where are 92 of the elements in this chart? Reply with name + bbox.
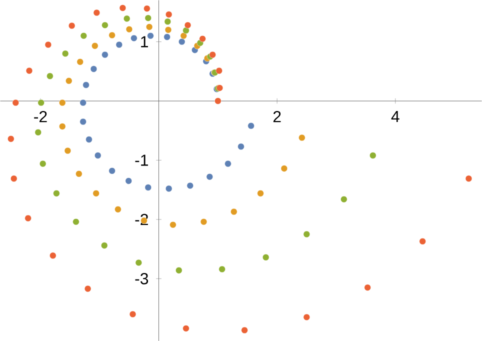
point <box>93 9 100 16</box>
point <box>64 147 72 154</box>
point <box>59 123 66 130</box>
point <box>340 196 348 203</box>
point <box>34 128 42 136</box>
point <box>84 285 92 292</box>
point <box>180 32 187 40</box>
point <box>114 206 122 213</box>
point <box>92 190 100 197</box>
point <box>230 208 238 216</box>
point <box>257 190 264 197</box>
point <box>419 238 426 245</box>
point <box>224 160 232 168</box>
point <box>303 314 310 320</box>
point <box>209 51 216 58</box>
point <box>166 185 172 192</box>
point <box>214 98 222 104</box>
point <box>125 178 132 184</box>
point <box>40 160 46 168</box>
point <box>10 175 18 182</box>
point <box>129 310 136 318</box>
point <box>12 99 19 106</box>
y-tick-label: -1 <box>135 154 148 166</box>
point <box>262 254 270 261</box>
point <box>68 22 76 29</box>
point <box>102 22 108 28</box>
point <box>24 214 32 222</box>
point <box>72 218 80 226</box>
point <box>135 259 142 266</box>
point <box>298 134 306 141</box>
point <box>465 175 472 182</box>
point <box>102 51 108 58</box>
point <box>50 252 56 259</box>
point <box>166 11 172 18</box>
point <box>108 167 116 174</box>
point <box>147 32 154 40</box>
point <box>199 35 206 42</box>
point <box>144 5 150 12</box>
point <box>200 218 208 226</box>
point <box>238 143 244 150</box>
point <box>184 22 192 28</box>
point <box>126 26 133 33</box>
x-tick-label: -2 <box>34 110 47 122</box>
y-tick-label: 1 <box>141 36 148 48</box>
point <box>124 15 130 22</box>
point <box>80 118 86 125</box>
point <box>170 221 176 228</box>
point <box>280 165 288 172</box>
point <box>164 34 170 40</box>
point <box>146 24 153 30</box>
point <box>178 38 186 45</box>
point <box>164 26 172 34</box>
point <box>364 284 371 291</box>
point <box>108 32 116 38</box>
point <box>80 99 86 106</box>
point <box>182 325 190 332</box>
point <box>218 266 226 272</box>
point <box>248 122 254 130</box>
point <box>144 14 152 22</box>
point <box>53 190 60 197</box>
x-tick-label: 2 <box>273 110 281 122</box>
point <box>38 99 44 106</box>
point <box>116 41 122 48</box>
point <box>164 18 171 25</box>
point <box>119 4 126 12</box>
point <box>92 42 98 50</box>
point <box>76 58 84 66</box>
point <box>176 266 182 274</box>
point <box>59 99 66 106</box>
point <box>76 170 82 178</box>
point <box>303 230 310 238</box>
point <box>241 326 248 334</box>
point <box>26 67 33 74</box>
y-tick-label: -3 <box>135 272 148 284</box>
point <box>206 173 213 180</box>
point <box>216 67 222 74</box>
point <box>94 152 102 159</box>
point <box>144 184 152 191</box>
point <box>82 82 90 88</box>
x-tick-label: 4 <box>391 110 400 122</box>
point <box>8 135 14 142</box>
point <box>370 152 376 159</box>
point <box>80 32 88 40</box>
point <box>186 182 194 189</box>
point <box>62 50 69 57</box>
point <box>130 34 138 42</box>
point <box>86 136 92 143</box>
point <box>46 72 54 80</box>
point <box>44 41 52 48</box>
point <box>66 77 72 84</box>
point <box>90 66 98 72</box>
point <box>101 242 108 249</box>
